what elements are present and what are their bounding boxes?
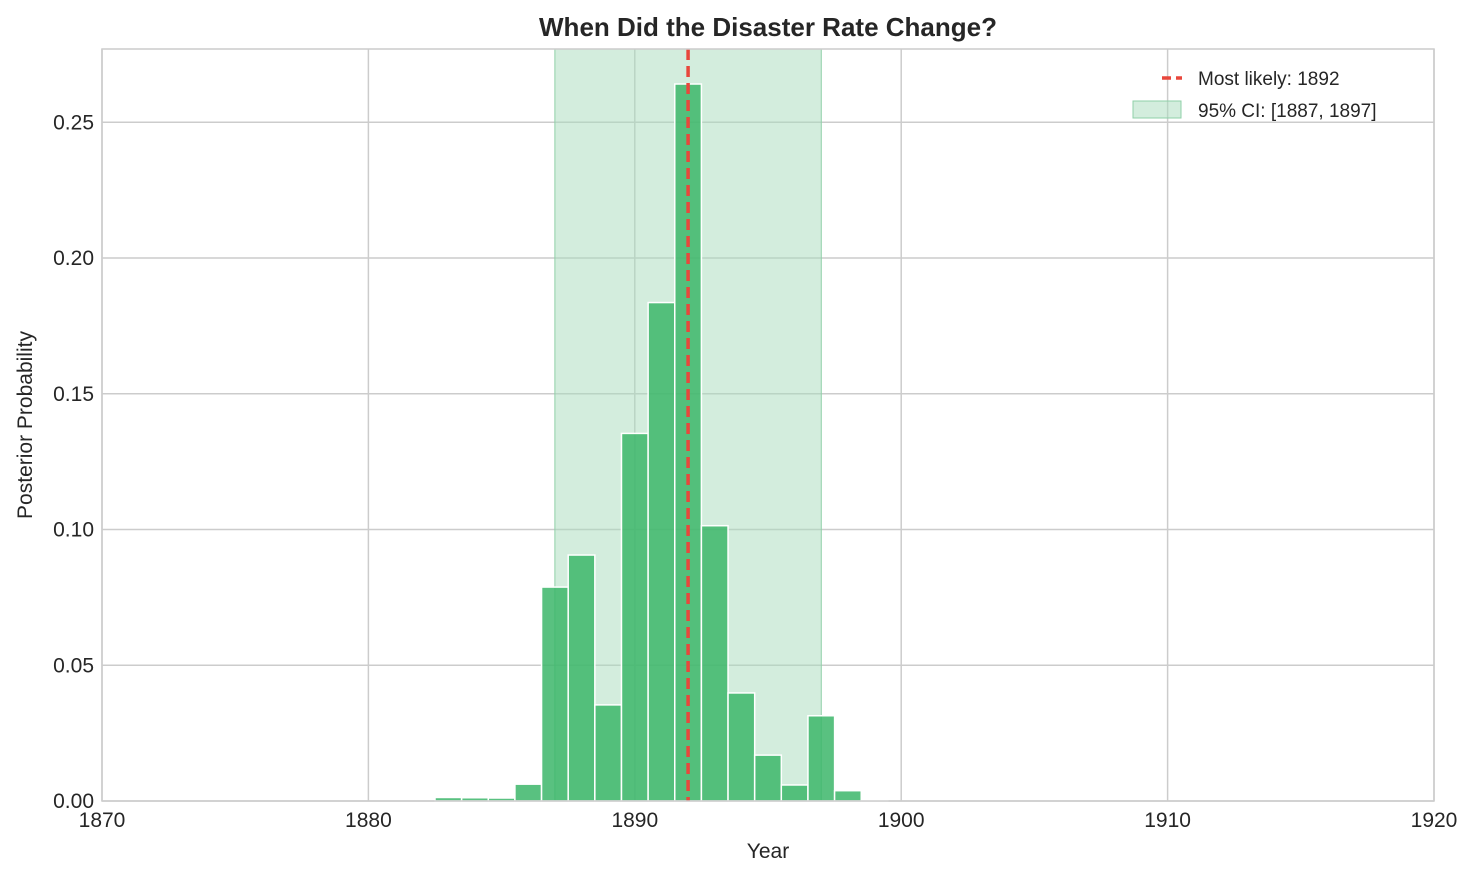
x-tick-label: 1910 (1144, 809, 1191, 832)
histogram-bar (753, 754, 783, 802)
histogram-bar (727, 692, 756, 802)
bars (434, 83, 889, 802)
y-tick-label: 0.10 (53, 519, 94, 542)
legend: Most likely: 1892 95% CI: [1887, 1897] (1132, 69, 1377, 122)
legend-ci-label: 95% CI: [1887, 1897] (1198, 101, 1377, 122)
x-tick-label: 1900 (878, 809, 925, 832)
histogram-bar (620, 432, 649, 802)
x-tick-label: 1890 (611, 809, 658, 832)
legend-most-likely-label: Most likely: 1892 (1198, 69, 1340, 90)
y-tick-label: 0.15 (53, 383, 94, 406)
y-tick-label: 0.00 (53, 790, 94, 813)
histogram-bar (807, 715, 836, 802)
histogram-bar (594, 704, 623, 802)
y-tick-label: 0.20 (53, 247, 94, 270)
plot-frame (101, 48, 1435, 802)
x-tick-label: 1920 (1411, 809, 1458, 832)
histogram-bar (540, 586, 569, 802)
histogram-bar (647, 301, 676, 802)
histogram-bar (700, 524, 729, 802)
x-ticks: 1870 1880 1890 1900 1910 1920 (79, 809, 1458, 832)
histogram-bar (567, 554, 596, 802)
histogram-bar (833, 789, 862, 802)
legend-ci-swatch (1132, 100, 1182, 119)
x-tick-label: 1880 (345, 809, 392, 832)
y-ticks: 0.00 0.05 0.10 0.15 0.20 0.25 (53, 111, 94, 813)
histogram-bar (780, 784, 809, 802)
x-axis-label: Year (747, 840, 789, 863)
x-tick-label: 1870 (79, 809, 126, 832)
y-axis-label: Posterior Probability (14, 331, 37, 519)
histogram-bar (514, 783, 543, 802)
y-tick-label: 0.25 (53, 111, 94, 134)
chart-title: When Did the Disaster Rate Change? (539, 12, 997, 42)
y-tick-label: 0.05 (53, 654, 94, 677)
